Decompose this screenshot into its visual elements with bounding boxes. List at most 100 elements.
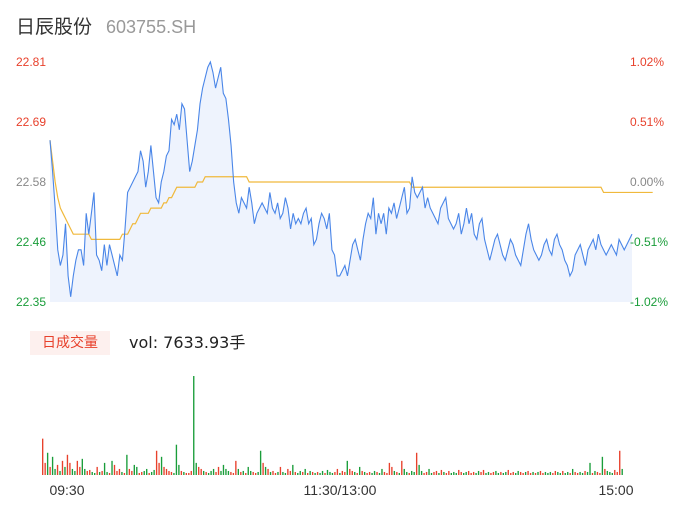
volume-bar <box>217 466 220 475</box>
volume-bar <box>183 471 185 475</box>
volume-bar <box>524 471 527 475</box>
volume-bar <box>56 464 59 475</box>
volume-bar <box>106 471 108 475</box>
volume-bar <box>497 472 500 475</box>
volume-bar <box>178 464 180 475</box>
volume-bar <box>341 470 344 475</box>
volume-bar <box>314 472 316 475</box>
volume-bar <box>386 472 388 475</box>
volume-bar <box>138 472 140 475</box>
volume-bar <box>269 471 272 475</box>
volume-bar <box>361 470 363 475</box>
x-tick-label: 11:30/13:00 <box>304 482 377 498</box>
volume-bar <box>89 469 91 475</box>
volume-bar <box>54 468 56 475</box>
volume-bar <box>121 471 123 475</box>
volume-bar <box>321 470 324 475</box>
stock-header: 日辰股份 603755.SH <box>16 12 196 40</box>
volume-bar <box>534 472 537 475</box>
volume-bar <box>564 472 566 475</box>
volume-bar <box>329 471 331 475</box>
volume-bar <box>170 471 173 475</box>
volume-bar <box>81 458 83 475</box>
volume-bar <box>393 470 396 475</box>
volume-panel <box>42 376 623 475</box>
volume-bar <box>420 470 423 475</box>
price-panel <box>49 60 653 302</box>
volume-bar <box>262 462 264 475</box>
volume-bar <box>381 468 383 475</box>
volume-bar <box>64 466 66 475</box>
volume-bar <box>490 472 492 475</box>
volume-bar <box>279 466 282 475</box>
volume-bar <box>49 466 51 475</box>
volume-bar <box>591 472 594 475</box>
volume-bar <box>141 471 143 475</box>
volume-bar <box>294 471 296 475</box>
volume-bar <box>86 470 88 475</box>
volume-bar <box>569 472 571 475</box>
volume-bar <box>272 470 274 475</box>
volume-bar <box>59 470 61 475</box>
volume-bar <box>621 468 623 475</box>
x-tick-label: 15:00 <box>598 482 633 498</box>
volume-bar <box>326 469 329 475</box>
volume-bar <box>44 462 46 475</box>
volume-bar <box>339 472 341 475</box>
volume-bar <box>571 468 574 475</box>
volume-bar <box>274 472 277 475</box>
volume-bar <box>542 472 544 475</box>
volume-bar <box>376 471 378 475</box>
volume-bar <box>594 470 596 475</box>
volume-bar <box>529 472 532 475</box>
volume-bar <box>356 472 358 475</box>
volume-bar <box>445 472 448 475</box>
volume-bar <box>254 472 257 475</box>
volume-bar <box>599 472 601 475</box>
volume-bar <box>220 470 222 475</box>
volume-bar <box>153 469 155 475</box>
volume-bar <box>532 471 534 475</box>
stock-name: 日辰股份 <box>16 16 93 38</box>
volume-bar <box>477 470 480 475</box>
volume-bar <box>458 469 460 475</box>
volume-bar <box>589 462 591 475</box>
volume-bar <box>302 471 304 475</box>
volume-bar <box>173 472 175 475</box>
volume-bar <box>586 471 589 475</box>
volume-bar <box>200 468 202 475</box>
volume-bar <box>316 471 319 475</box>
volume-bar <box>150 471 153 475</box>
volume-bar <box>408 472 410 475</box>
volume-bar <box>207 472 210 475</box>
volume-bar <box>71 468 74 475</box>
volume-bar <box>403 468 405 475</box>
volume-bar <box>222 464 225 475</box>
volume-bar <box>584 470 586 475</box>
volume-bar <box>547 472 549 475</box>
volume-bar <box>415 452 418 475</box>
volume-bar <box>155 450 158 475</box>
volume-bar <box>232 472 235 475</box>
volume-bar <box>319 472 321 475</box>
volume-bar <box>297 472 299 475</box>
volume-bar <box>133 464 135 475</box>
volume-bar <box>311 471 314 475</box>
volume-bar <box>111 460 113 475</box>
price-area-fill <box>50 62 632 302</box>
volume-bar <box>91 471 93 475</box>
volume-bar <box>502 472 505 475</box>
volume-bar <box>505 471 507 475</box>
volume-bar <box>549 471 552 475</box>
volume-bar <box>205 471 207 475</box>
volume-bar <box>492 471 495 475</box>
volume-bar <box>440 469 443 475</box>
volume-bar <box>215 471 217 475</box>
stock-code: 603755.SH <box>106 17 197 37</box>
volume-bar <box>79 466 81 475</box>
volume-bar <box>378 472 381 475</box>
volume-bar <box>579 471 581 475</box>
y-right-tick-label: -1.02% <box>630 295 668 309</box>
volume-bar <box>544 471 547 475</box>
volume-bar <box>574 471 576 475</box>
